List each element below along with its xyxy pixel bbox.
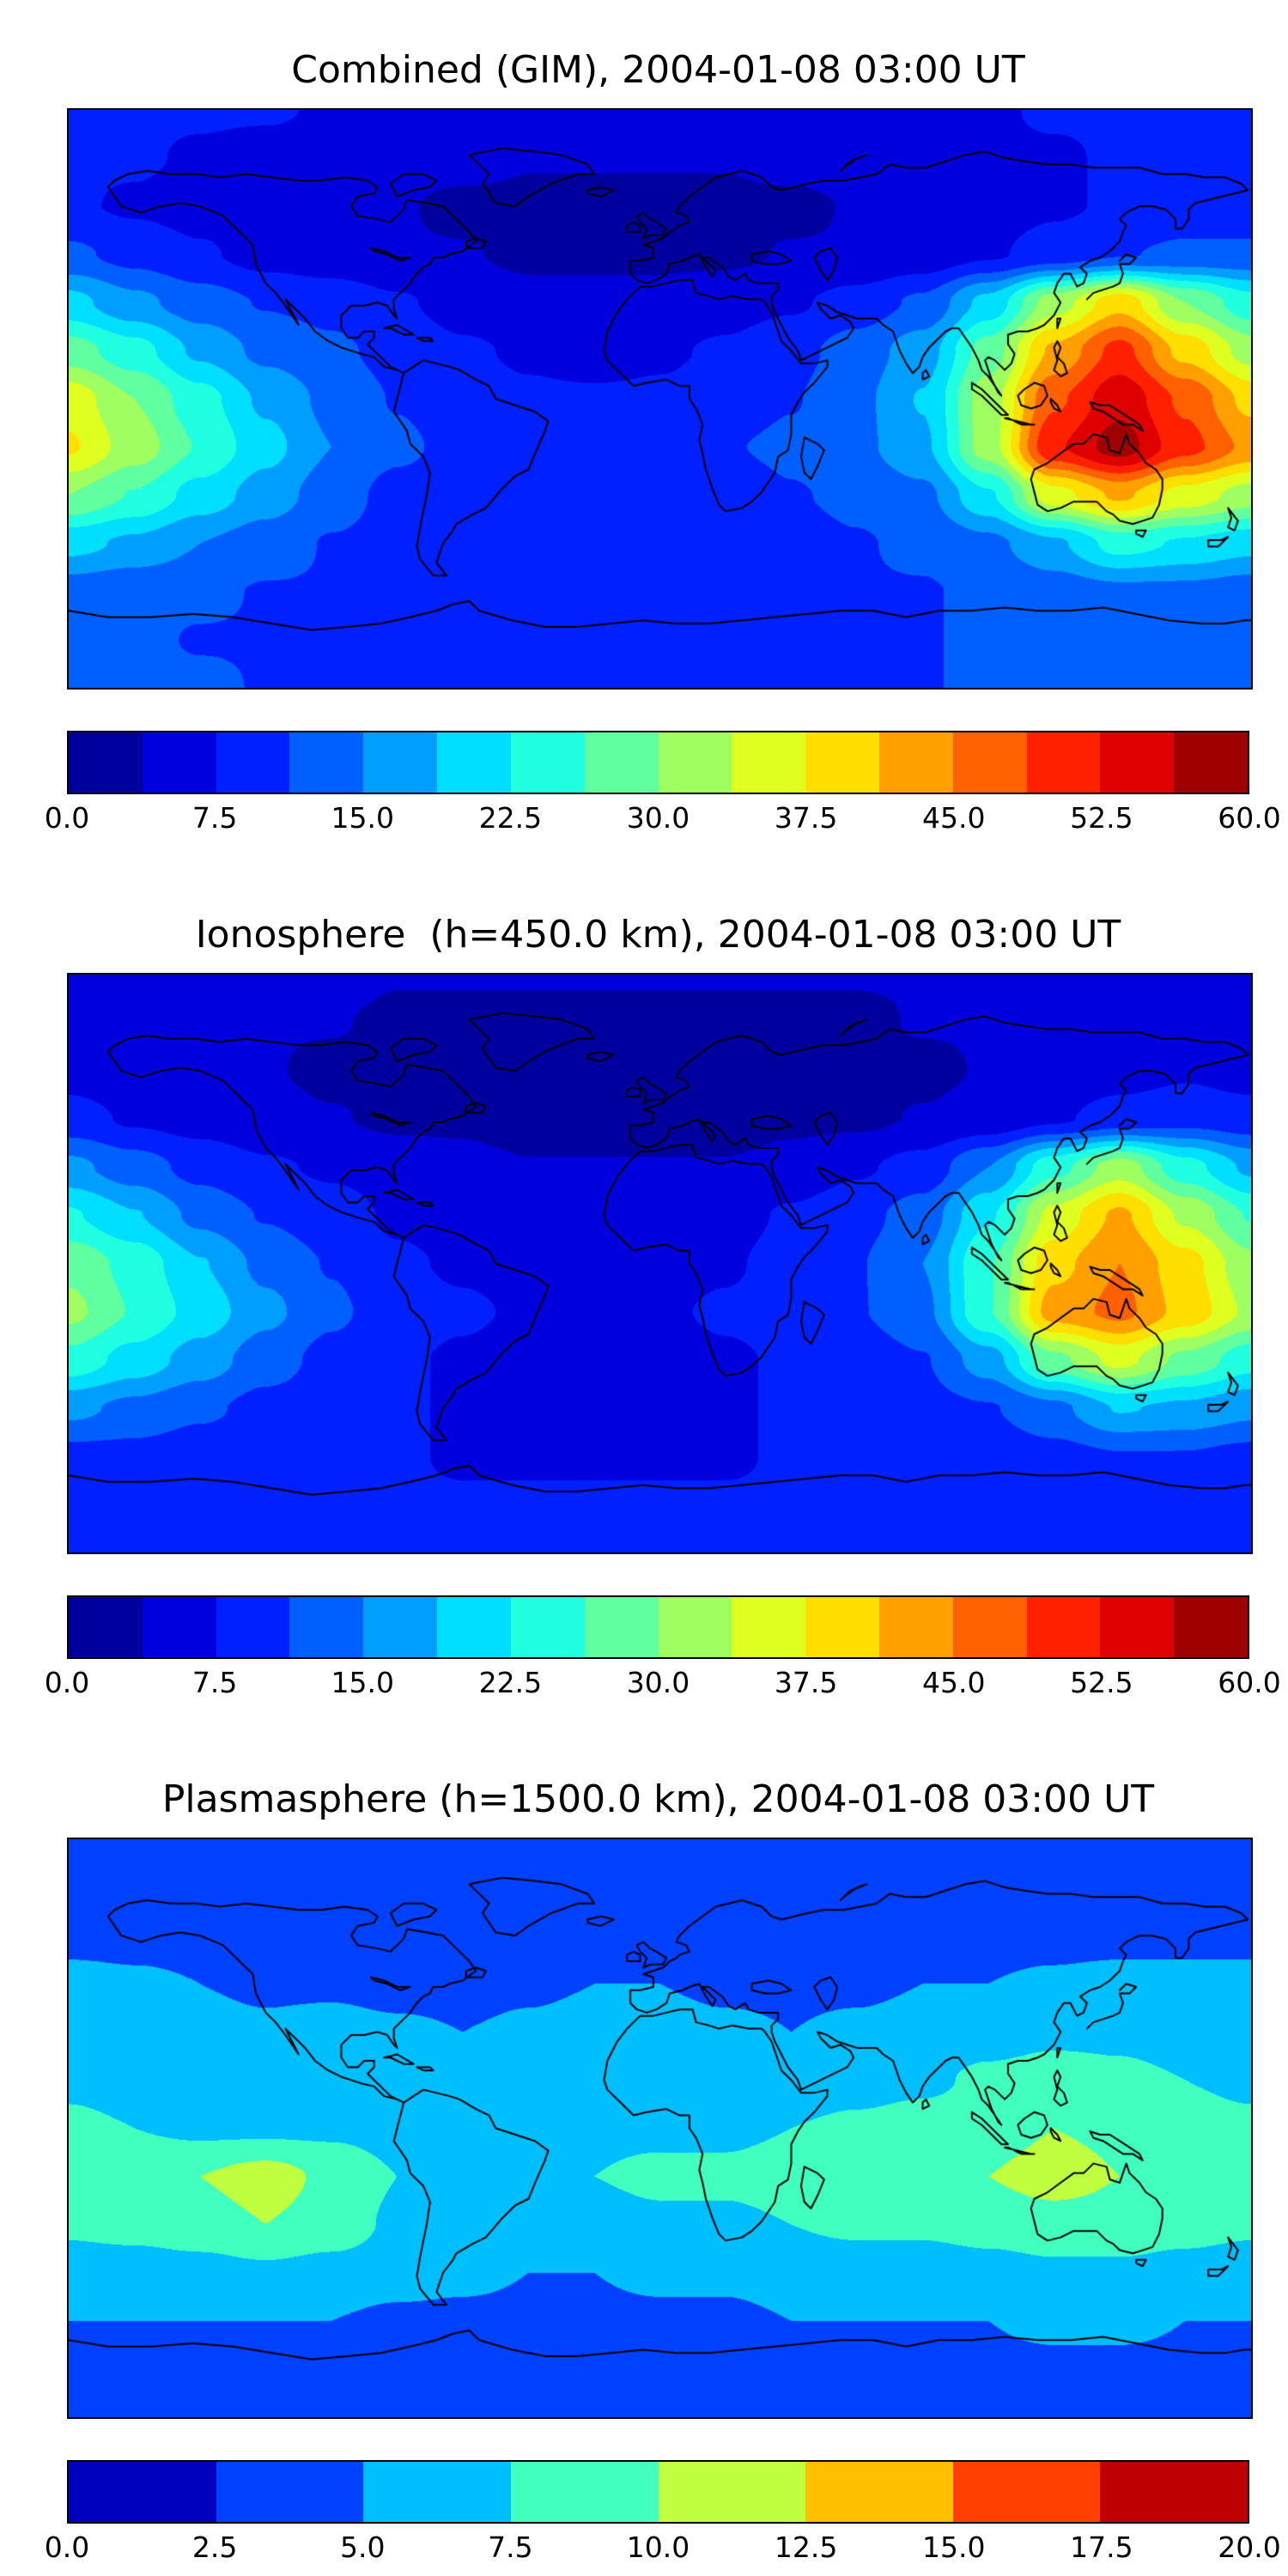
- colorbar-ticks-combined: 0.0 7.5 15.0 22.5 30.0 37.5 45.0 52.5 60.0: [45, 801, 1281, 841]
- colorbar-tick-label: 15.0: [922, 2530, 986, 2564]
- colorbar-segment: [878, 732, 953, 793]
- colorbar-tick-label: 45.0: [922, 1666, 986, 1699]
- colorbar-segment: [69, 2462, 216, 2522]
- panel-title-ionosphere: Ionosphere (h=450.0 km), 2004-01-08 03:0…: [195, 913, 1121, 957]
- colorbar-tick-label: 7.5: [488, 2530, 533, 2564]
- colorbar-segment: [69, 732, 143, 793]
- colorbar-segment: [437, 1597, 511, 1657]
- colorbar-segment: [510, 2462, 659, 2522]
- colorbar-tick-label: 60.0: [1218, 1666, 1281, 1699]
- colorbar-tick-label: 30.0: [626, 1666, 690, 1699]
- colorbar-tick-label: 52.5: [1070, 801, 1133, 835]
- colorbar-segment: [1100, 732, 1175, 793]
- colorbar-ticks-plasmasphere: 0.0 2.5 5.0 7.5 10.0 12.5 15.0 17.5 20.0: [45, 2530, 1281, 2570]
- colorbar-segment: [878, 1597, 953, 1657]
- colorbar-tick-label: 10.0: [626, 2530, 690, 2564]
- colorbar-segment: [658, 2462, 806, 2522]
- colorbar-tick-label: 52.5: [1070, 1666, 1133, 1699]
- colorbar-segment: [363, 732, 438, 793]
- panel-title-combined: Combined (GIM), 2004-01-08 03:00 UT: [291, 48, 1025, 92]
- colorbar-segment: [952, 2462, 1101, 2522]
- panel-ionosphere: Ionosphere (h=450.0 km), 2004-01-08 03:0…: [45, 841, 1281, 1705]
- colorbar-tick-label: 22.5: [478, 801, 543, 835]
- colorbar-segment: [658, 732, 732, 793]
- colorbar-tick-label: 37.5: [774, 801, 838, 835]
- colorbar-ionosphere: [67, 1595, 1249, 1659]
- colorbar-tick-label: 37.5: [774, 1666, 838, 1699]
- colorbar-segment: [510, 1597, 585, 1657]
- colorbar-segment: [1174, 732, 1248, 793]
- colorbar-segment: [510, 732, 585, 793]
- colorbar-segment: [805, 1597, 879, 1657]
- colorbar-tick-label: 12.5: [774, 2530, 838, 2564]
- colorbar-segment: [732, 1597, 806, 1657]
- map-canvas-combined: [67, 108, 1253, 690]
- colorbar-segment: [142, 732, 216, 793]
- colorbar-segment: [216, 2462, 364, 2522]
- colorbar-segment: [952, 732, 1027, 793]
- colorbar-segment: [1174, 1597, 1248, 1657]
- colorbar-segment: [732, 732, 806, 793]
- colorbar-segment: [1100, 2462, 1248, 2522]
- colorbar-tick-label: 0.0: [44, 801, 90, 835]
- map-canvas-plasmasphere: [67, 1838, 1253, 2419]
- map-canvas-ionosphere: [67, 973, 1253, 1554]
- colorbar-segment: [216, 732, 290, 793]
- panel-title-plasmasphere: Plasmasphere (h=1500.0 km), 2004-01-08 0…: [161, 1777, 1155, 1821]
- colorbar-tick-label: 2.5: [191, 2530, 238, 2564]
- panel-plasmasphere: Plasmasphere (h=1500.0 km), 2004-01-08 0…: [45, 1705, 1281, 2570]
- colorbar-tick-label: 0.0: [44, 2530, 90, 2564]
- panel-combined: Combined (GIM), 2004-01-08 03:00 UT 0.0 7…: [45, 0, 1281, 841]
- colorbar-tick-label: 22.5: [478, 1666, 543, 1699]
- colorbar-combined: [67, 731, 1249, 794]
- colorbar-segment: [1026, 1597, 1101, 1657]
- colorbar-tick-label: 15.0: [331, 801, 394, 835]
- colorbar-tick-label: 17.5: [1070, 2530, 1133, 2564]
- colorbar-tick-label: 0.0: [44, 1666, 90, 1699]
- colorbar-segment: [289, 732, 364, 793]
- colorbar-segment: [1026, 732, 1101, 793]
- colorbar-segment: [1100, 1597, 1175, 1657]
- colorbar-segment: [584, 732, 659, 793]
- colorbar-tick-label: 60.0: [1218, 801, 1281, 835]
- colorbar-tick-label: 45.0: [922, 801, 986, 835]
- colorbar-segment: [658, 1597, 732, 1657]
- colorbar-segment: [216, 1597, 290, 1657]
- colorbar-tick-label: 20.0: [1218, 2530, 1281, 2564]
- colorbar-segment: [363, 1597, 438, 1657]
- colorbar-segment: [437, 732, 511, 793]
- colorbar-segment: [69, 1597, 143, 1657]
- colorbar-segment: [289, 1597, 364, 1657]
- colorbar-tick-label: 30.0: [626, 801, 690, 835]
- colorbar-segment: [805, 732, 879, 793]
- colorbar-segment: [142, 1597, 216, 1657]
- colorbar-tick-label: 15.0: [331, 1666, 394, 1699]
- colorbar-tick-label: 5.0: [340, 2530, 386, 2564]
- colorbar-plasmasphere: [67, 2460, 1249, 2524]
- colorbar-segment: [584, 1597, 659, 1657]
- colorbar-segment: [952, 1597, 1027, 1657]
- colorbar-segment: [805, 2462, 953, 2522]
- colorbar-ticks-ionosphere: 0.0 7.5 15.0 22.5 30.0 37.5 45.0 52.5 60.0: [45, 1666, 1281, 1705]
- colorbar-tick-label: 7.5: [191, 801, 238, 835]
- colorbar-segment: [363, 2462, 511, 2522]
- colorbar-tick-label: 7.5: [191, 1666, 238, 1699]
